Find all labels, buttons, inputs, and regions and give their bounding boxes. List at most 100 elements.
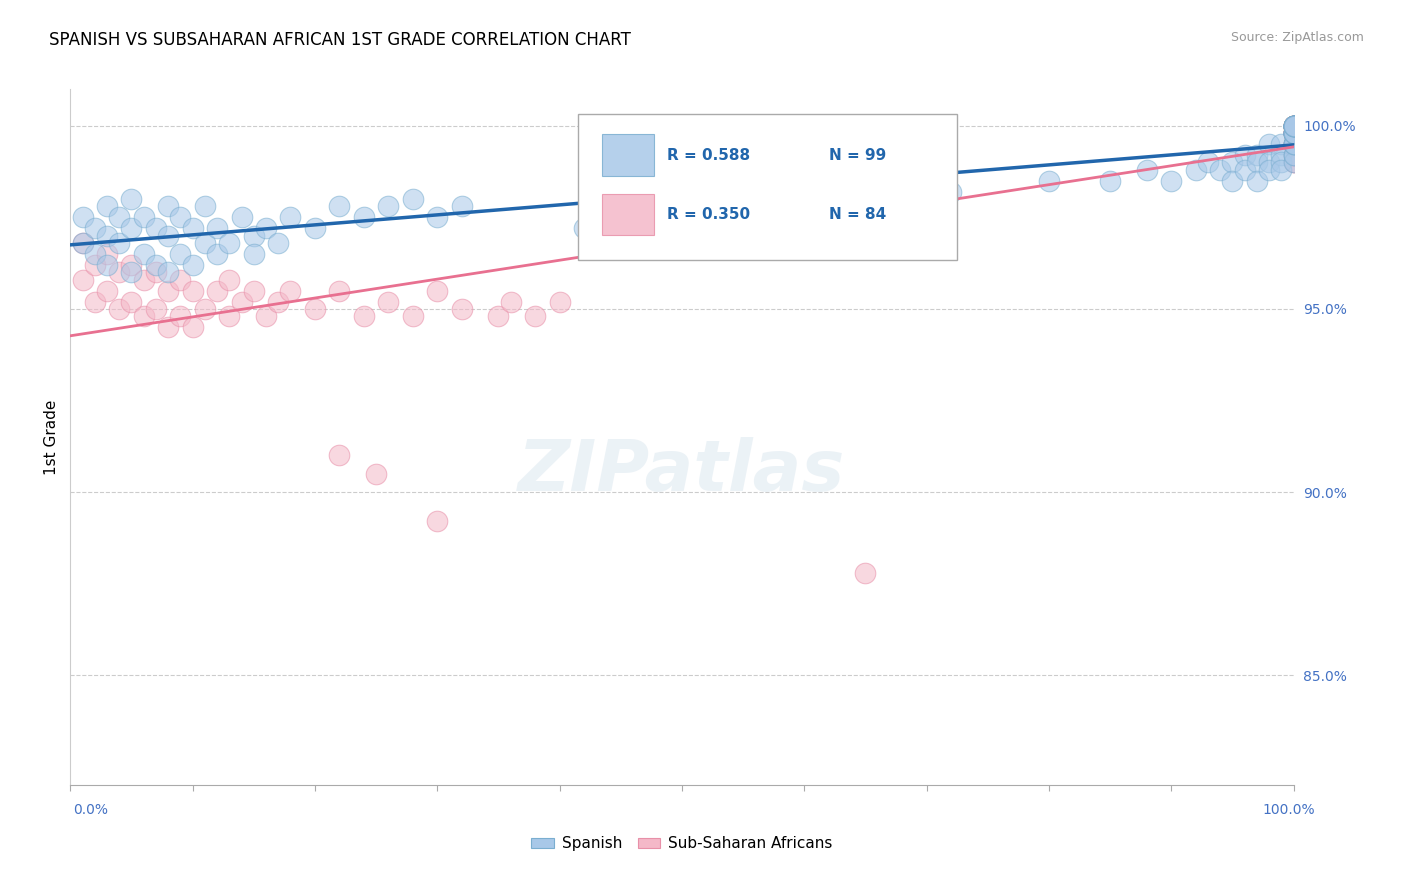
Point xyxy=(1282,137,1305,152)
Point xyxy=(254,221,277,235)
Point xyxy=(157,320,180,334)
Point xyxy=(1282,119,1305,133)
Point xyxy=(426,211,449,225)
Point xyxy=(1282,119,1305,133)
Point xyxy=(1282,126,1305,140)
Point xyxy=(145,258,167,272)
Point xyxy=(108,265,131,279)
Point xyxy=(96,199,118,213)
Point xyxy=(1282,126,1305,140)
Point xyxy=(488,310,510,324)
Point xyxy=(1258,162,1281,177)
Point xyxy=(1282,119,1305,133)
Text: R = 0.588: R = 0.588 xyxy=(668,148,751,163)
Point xyxy=(1282,155,1305,169)
Point xyxy=(1282,119,1305,133)
Point xyxy=(83,294,105,309)
Text: SPANISH VS SUBSAHARAN AFRICAN 1ST GRADE CORRELATION CHART: SPANISH VS SUBSAHARAN AFRICAN 1ST GRADE … xyxy=(49,31,631,49)
Point xyxy=(1282,137,1305,152)
Legend: Spanish, Sub-Saharan Africans: Spanish, Sub-Saharan Africans xyxy=(526,830,838,857)
Point xyxy=(1282,126,1305,140)
Point xyxy=(1282,119,1305,133)
Text: Source: ZipAtlas.com: Source: ZipAtlas.com xyxy=(1230,31,1364,45)
Point xyxy=(243,284,266,298)
Point xyxy=(1282,137,1305,152)
Point xyxy=(1282,119,1305,133)
Point xyxy=(83,258,105,272)
Text: N = 84: N = 84 xyxy=(828,207,886,222)
Point xyxy=(121,265,143,279)
Point xyxy=(1282,148,1305,162)
Point xyxy=(1282,126,1305,140)
Point xyxy=(72,272,94,286)
Point xyxy=(1282,119,1305,133)
Point xyxy=(1282,126,1305,140)
Point xyxy=(218,272,240,286)
Point xyxy=(1282,126,1305,140)
Point xyxy=(1282,137,1305,152)
Point xyxy=(1282,137,1305,152)
Point xyxy=(1282,155,1305,169)
Point xyxy=(1282,126,1305,140)
Point xyxy=(402,192,425,206)
Point xyxy=(328,199,350,213)
Point xyxy=(1282,119,1305,133)
Point xyxy=(1160,174,1182,188)
Point xyxy=(96,247,118,261)
Point xyxy=(83,221,105,235)
Point xyxy=(1282,119,1305,133)
Point xyxy=(181,320,204,334)
Point xyxy=(1038,174,1060,188)
Point xyxy=(1282,119,1305,133)
Point xyxy=(1282,126,1305,140)
Point xyxy=(1282,137,1305,152)
Point xyxy=(647,211,669,225)
Point xyxy=(353,211,375,225)
Point xyxy=(1282,119,1305,133)
Point xyxy=(267,235,290,250)
Point xyxy=(1282,119,1305,133)
Point xyxy=(1246,174,1268,188)
Point xyxy=(1270,155,1292,169)
Point xyxy=(231,294,253,309)
Point xyxy=(1282,119,1305,133)
Point xyxy=(181,284,204,298)
Point xyxy=(157,284,180,298)
Point xyxy=(1282,126,1305,140)
Point xyxy=(855,192,877,206)
Point xyxy=(145,265,167,279)
Point xyxy=(267,294,290,309)
Point xyxy=(157,265,180,279)
Point xyxy=(1282,126,1305,140)
Point xyxy=(181,258,204,272)
Point xyxy=(1282,126,1305,140)
Bar xyxy=(602,135,654,177)
Point xyxy=(1282,119,1305,133)
Point xyxy=(121,192,143,206)
Point xyxy=(108,301,131,316)
Point xyxy=(1282,119,1305,133)
Point xyxy=(304,301,326,316)
Point xyxy=(1282,119,1305,133)
Point xyxy=(1282,126,1305,140)
Point xyxy=(72,211,94,225)
Point xyxy=(1233,148,1256,162)
Point xyxy=(1270,148,1292,162)
Point xyxy=(145,301,167,316)
Point xyxy=(1282,119,1305,133)
Point xyxy=(426,514,449,528)
Point xyxy=(145,221,167,235)
Point xyxy=(1136,162,1159,177)
Point xyxy=(132,272,155,286)
Point xyxy=(121,258,143,272)
Point xyxy=(1282,119,1305,133)
Bar xyxy=(602,194,654,235)
Point xyxy=(121,221,143,235)
Point xyxy=(377,294,399,309)
Text: N = 99: N = 99 xyxy=(828,148,886,163)
Point xyxy=(1282,126,1305,140)
Point xyxy=(1282,148,1305,162)
Point xyxy=(1282,137,1305,152)
Point xyxy=(1282,126,1305,140)
Point xyxy=(132,310,155,324)
